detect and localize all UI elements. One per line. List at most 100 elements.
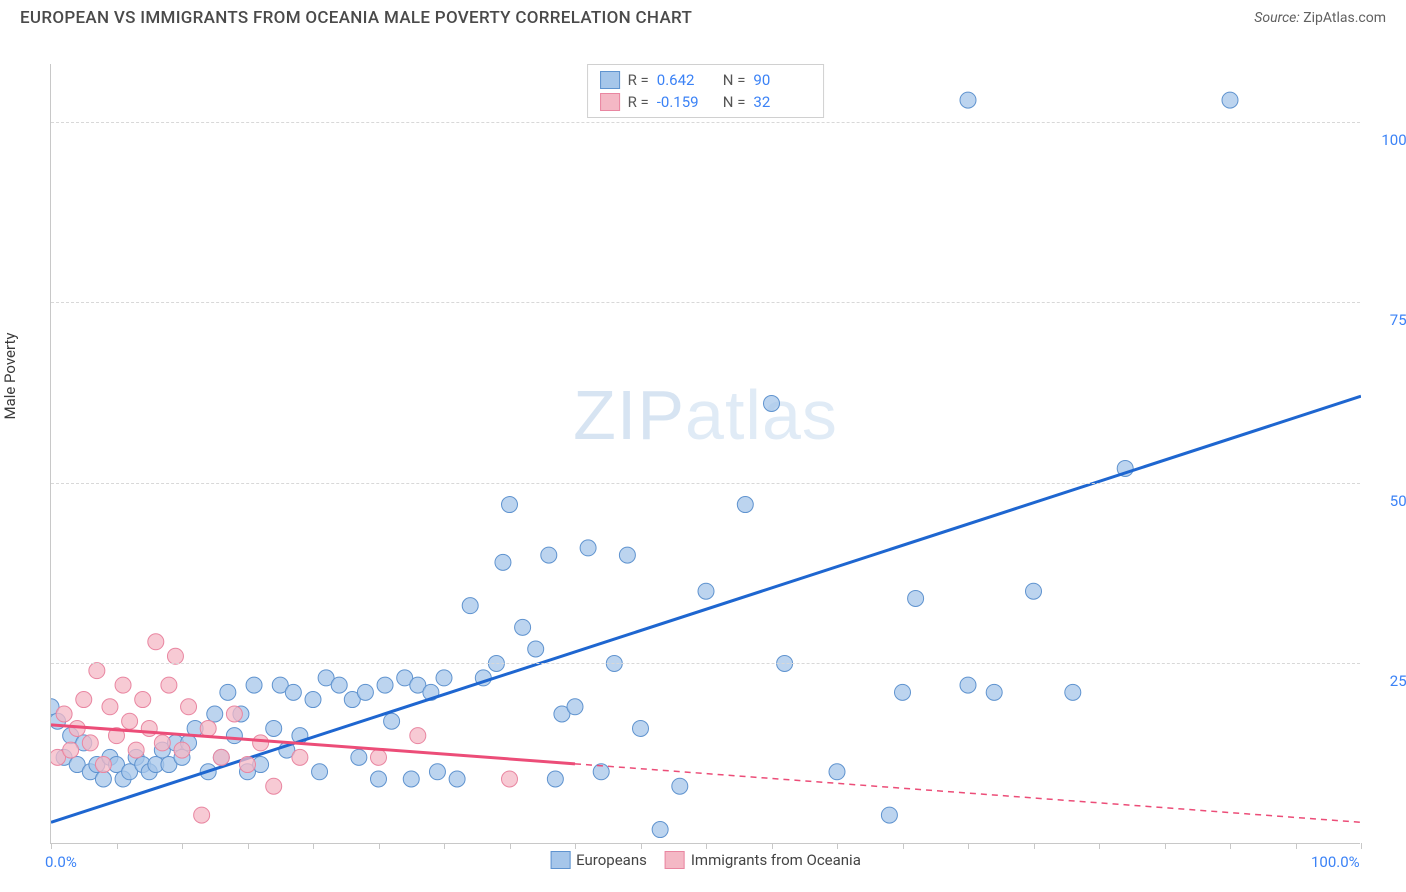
data-point xyxy=(240,757,256,773)
data-point xyxy=(384,713,400,729)
data-point xyxy=(220,684,236,700)
data-point xyxy=(429,764,445,780)
x-tick-label: 100.0% xyxy=(1311,853,1360,871)
series-legend-item: Europeans xyxy=(550,851,647,869)
x-tick xyxy=(182,843,183,849)
legend-swatch xyxy=(600,71,620,89)
data-point xyxy=(698,583,714,599)
n-label: N = xyxy=(723,71,746,89)
source-prefix: Source: xyxy=(1254,10,1299,26)
data-point xyxy=(1065,684,1081,700)
series-legend-item: Immigrants from Oceania xyxy=(665,851,861,869)
data-point xyxy=(167,648,183,664)
data-point xyxy=(351,749,367,765)
x-tick xyxy=(706,843,707,849)
legend-swatch xyxy=(600,93,620,111)
legend-swatch xyxy=(665,851,685,869)
data-point xyxy=(547,771,563,787)
chart-svg-layer xyxy=(51,64,1361,844)
y-tick-label: 100.0% xyxy=(1381,131,1406,149)
data-point xyxy=(213,749,229,765)
data-point xyxy=(371,749,387,765)
data-point xyxy=(174,742,190,758)
data-point xyxy=(128,742,144,758)
r-label: R = xyxy=(628,93,649,111)
x-tick xyxy=(1034,843,1035,849)
data-point xyxy=(89,663,105,679)
data-point xyxy=(115,677,131,693)
data-point xyxy=(895,684,911,700)
data-point xyxy=(502,771,518,787)
y-axis-label: Male Poverty xyxy=(1,333,19,420)
x-tick xyxy=(51,843,52,849)
plot-area: ZIPatlas R =0.642N =90R =-0.159N =32 Eur… xyxy=(50,64,1360,844)
data-point xyxy=(181,699,197,715)
data-point xyxy=(764,395,780,411)
n-value: 90 xyxy=(753,71,811,89)
data-point xyxy=(95,771,111,787)
x-tick xyxy=(772,843,773,849)
trend-line-extrapolated xyxy=(575,764,1361,823)
data-point xyxy=(76,692,92,708)
data-point xyxy=(960,92,976,108)
data-point xyxy=(200,720,216,736)
data-point xyxy=(881,807,897,823)
data-point xyxy=(410,728,426,744)
x-tick xyxy=(968,843,969,849)
data-point xyxy=(515,619,531,635)
data-point xyxy=(95,757,111,773)
data-point xyxy=(633,720,649,736)
data-point xyxy=(312,764,328,780)
data-point xyxy=(652,822,668,838)
data-point xyxy=(567,699,583,715)
legend-swatch xyxy=(550,851,570,869)
data-point xyxy=(908,590,924,606)
data-point xyxy=(266,720,282,736)
r-value: -0.159 xyxy=(657,93,715,111)
y-tick-label: 75.0% xyxy=(1390,311,1406,329)
data-point xyxy=(148,634,164,650)
data-point xyxy=(207,706,223,722)
x-tick xyxy=(117,843,118,849)
data-point xyxy=(253,735,269,751)
data-point xyxy=(502,497,518,513)
data-point xyxy=(495,554,511,570)
x-tick xyxy=(1165,843,1166,849)
gridline xyxy=(51,663,1360,664)
chart-container: Male Poverty ZIPatlas R =0.642N =90R =-0… xyxy=(20,44,1386,864)
gridline xyxy=(51,122,1360,123)
data-point xyxy=(292,749,308,765)
data-point xyxy=(829,764,845,780)
data-point xyxy=(266,778,282,794)
data-point xyxy=(305,692,321,708)
data-point xyxy=(1222,92,1238,108)
r-value: 0.642 xyxy=(657,71,715,89)
series-legend-label: Europeans xyxy=(576,851,647,869)
data-point xyxy=(462,598,478,614)
x-tick xyxy=(837,843,838,849)
x-tick xyxy=(444,843,445,849)
source-attribution: Source: ZipAtlas.com xyxy=(1254,10,1386,26)
data-point xyxy=(528,641,544,657)
data-point xyxy=(672,778,688,794)
x-tick xyxy=(313,843,314,849)
x-tick xyxy=(1361,843,1362,849)
data-point xyxy=(403,771,419,787)
data-point xyxy=(154,735,170,751)
data-point xyxy=(135,692,151,708)
data-point xyxy=(122,713,138,729)
data-point xyxy=(377,677,393,693)
data-point xyxy=(580,540,596,556)
n-value: 32 xyxy=(753,93,811,111)
x-tick xyxy=(510,843,511,849)
chart-title: EUROPEAN VS IMMIGRANTS FROM OCEANIA MALE… xyxy=(20,8,692,28)
data-point xyxy=(194,807,210,823)
data-point xyxy=(226,706,242,722)
data-point xyxy=(436,670,452,686)
data-point xyxy=(102,699,118,715)
data-point xyxy=(285,684,301,700)
series-legend-label: Immigrants from Oceania xyxy=(691,851,861,869)
data-point xyxy=(226,728,242,744)
data-point xyxy=(960,677,976,693)
correlation-legend-row: R =-0.159N =32 xyxy=(600,91,812,113)
